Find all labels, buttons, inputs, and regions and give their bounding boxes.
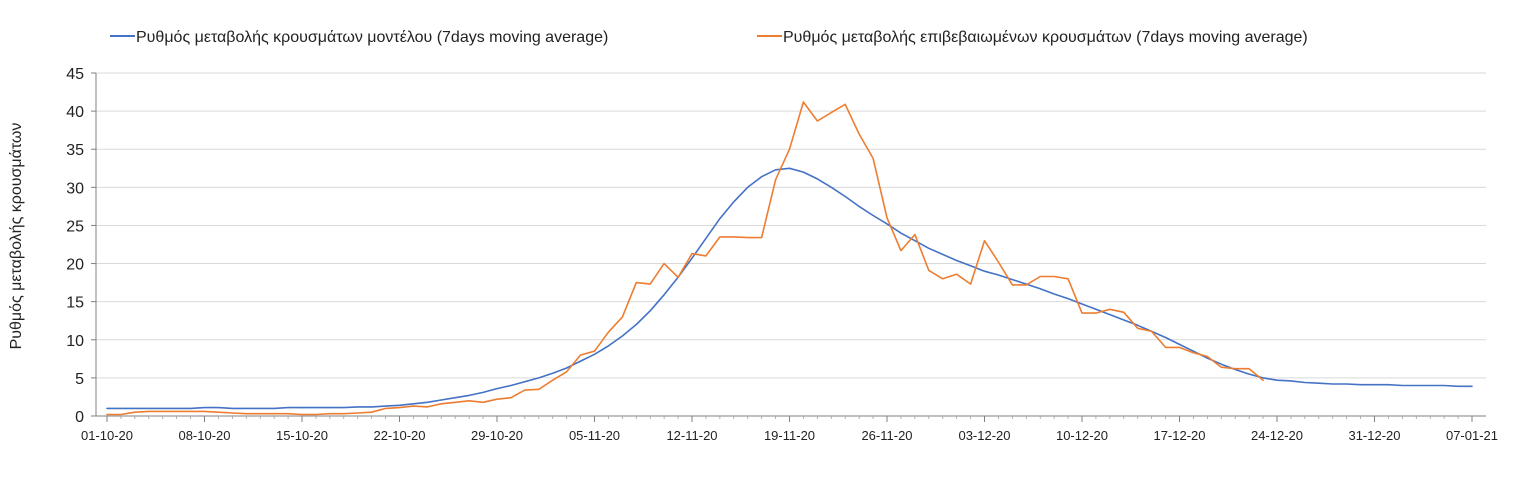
x-tick-label: 10-12-20 bbox=[1056, 428, 1108, 443]
x-tick-label: 01-10-20 bbox=[81, 428, 133, 443]
x-tick-label: 22-10-20 bbox=[373, 428, 425, 443]
x-tick-label: 29-10-20 bbox=[471, 428, 523, 443]
x-tick-label: 08-10-20 bbox=[178, 428, 230, 443]
series-line-1 bbox=[106, 167, 1473, 410]
y-tick-label: 15 bbox=[66, 295, 84, 312]
x-tick-label: 31-12-20 bbox=[1348, 428, 1400, 443]
legend: Ρυθμός μεταβολής κρουσμάτων μοντέλου (7d… bbox=[110, 29, 1308, 46]
y-tick-label: 35 bbox=[66, 142, 84, 159]
legend-label-1: Ρυθμός μεταβολής κρουσμάτων μοντέλου (7d… bbox=[136, 29, 608, 46]
y-tick-label: 0 bbox=[75, 409, 84, 426]
x-tick-label: 24-12-20 bbox=[1251, 428, 1303, 443]
y-tick-label: 30 bbox=[66, 180, 84, 197]
legend-label-2: Ρυθμός μεταβολής επιβεβαιωμένων κρουσμάτ… bbox=[783, 29, 1308, 46]
x-tick-label: 15-10-20 bbox=[276, 428, 328, 443]
y-tick-label: 10 bbox=[66, 333, 84, 350]
x-tick-label: 19-11-20 bbox=[764, 428, 815, 443]
x-tick-label: 17-12-20 bbox=[1153, 428, 1205, 443]
y-tick-label: 25 bbox=[66, 218, 84, 235]
x-tick-label: 07-01-21 bbox=[1446, 428, 1498, 443]
y-tick-label: 40 bbox=[66, 104, 84, 121]
y-axis-title: Ρυθμός μεταβολής κρουσμάτων bbox=[8, 123, 25, 350]
x-tick-label: 05-11-20 bbox=[569, 428, 620, 443]
y-tick-label: 45 bbox=[66, 66, 84, 83]
x-tick-label: 26-11-20 bbox=[861, 428, 912, 443]
y-tick-label: 5 bbox=[75, 371, 84, 388]
x-tick-label: 03-12-20 bbox=[958, 428, 1010, 443]
gridlines bbox=[96, 72, 1486, 379]
series bbox=[106, 101, 1473, 416]
axes: 0 5 10 15 20 25 30 35 40 45 01-10-20 08-10-20 15-10-… bbox=[66, 66, 1498, 443]
y-tick-label: 20 bbox=[66, 257, 84, 274]
series-line-2 bbox=[106, 101, 1264, 416]
x-tick-label: 12-11-20 bbox=[666, 428, 717, 443]
